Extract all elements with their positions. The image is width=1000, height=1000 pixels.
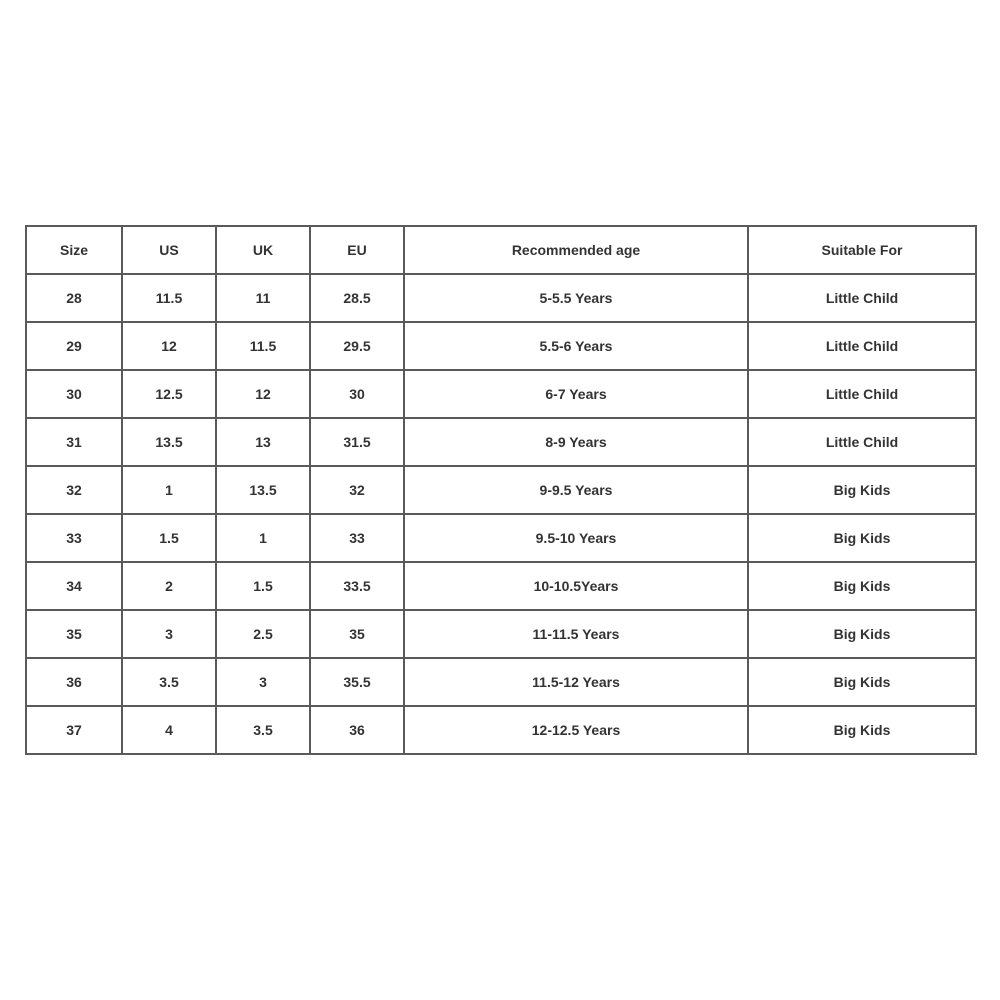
- cell-suitable-for: Big Kids: [747, 609, 977, 659]
- cell-eu: 32: [309, 465, 405, 515]
- cell-uk: 13.5: [215, 465, 311, 515]
- cell-suitable-for: Big Kids: [747, 513, 977, 563]
- cell-uk: 1: [215, 513, 311, 563]
- cell-suitable-for: Little Child: [747, 417, 977, 467]
- cell-size: 30: [25, 369, 123, 419]
- cell-size: 31: [25, 417, 123, 467]
- cell-suitable-for: Little Child: [747, 321, 977, 371]
- cell-suitable-for: Big Kids: [747, 657, 977, 707]
- cell-uk: 3: [215, 657, 311, 707]
- table-row: 29 12 11.5 29.5 5.5-6 Years Little Child: [25, 321, 977, 371]
- cell-recommended-age: 10-10.5Years: [403, 561, 749, 611]
- header-row: Size US UK EU Recommended age Suitable For: [25, 225, 977, 275]
- cell-us: 3: [121, 609, 217, 659]
- header-recommended-age: Recommended age: [403, 225, 749, 275]
- cell-recommended-age: 5.5-6 Years: [403, 321, 749, 371]
- cell-us: 2: [121, 561, 217, 611]
- cell-eu: 28.5: [309, 273, 405, 323]
- cell-us: 1.5: [121, 513, 217, 563]
- cell-suitable-for: Big Kids: [747, 465, 977, 515]
- cell-us: 12.5: [121, 369, 217, 419]
- table-row: 30 12.5 12 30 6-7 Years Little Child: [25, 369, 977, 419]
- cell-recommended-age: 11-11.5 Years: [403, 609, 749, 659]
- cell-uk: 12: [215, 369, 311, 419]
- table-row: 32 1 13.5 32 9-9.5 Years Big Kids: [25, 465, 977, 515]
- header-suitable-for: Suitable For: [747, 225, 977, 275]
- header-size: Size: [25, 225, 123, 275]
- cell-recommended-age: 9-9.5 Years: [403, 465, 749, 515]
- cell-uk: 11: [215, 273, 311, 323]
- cell-us: 11.5: [121, 273, 217, 323]
- cell-eu: 31.5: [309, 417, 405, 467]
- cell-recommended-age: 8-9 Years: [403, 417, 749, 467]
- table-row: 35 3 2.5 35 11-11.5 Years Big Kids: [25, 609, 977, 659]
- cell-suitable-for: Little Child: [747, 369, 977, 419]
- table-row: 28 11.5 11 28.5 5-5.5 Years Little Child: [25, 273, 977, 323]
- size-chart-table: Size US UK EU Recommended age Suitable For 28…: [25, 225, 977, 755]
- cell-suitable-for: Little Child: [747, 273, 977, 323]
- cell-eu: 33.5: [309, 561, 405, 611]
- header-us: US: [121, 225, 217, 275]
- cell-us: 12: [121, 321, 217, 371]
- cell-recommended-age: 12-12.5 Years: [403, 705, 749, 755]
- table-row: 31 13.5 13 31.5 8-9 Years Little Child: [25, 417, 977, 467]
- header-uk: UK: [215, 225, 311, 275]
- cell-recommended-age: 11.5-12 Years: [403, 657, 749, 707]
- cell-recommended-age: 6-7 Years: [403, 369, 749, 419]
- cell-size: 34: [25, 561, 123, 611]
- cell-size: 28: [25, 273, 123, 323]
- cell-eu: 35: [309, 609, 405, 659]
- cell-uk: 13: [215, 417, 311, 467]
- cell-us: 3.5: [121, 657, 217, 707]
- cell-recommended-age: 9.5-10 Years: [403, 513, 749, 563]
- cell-eu: 33: [309, 513, 405, 563]
- cell-size: 32: [25, 465, 123, 515]
- cell-eu: 35.5: [309, 657, 405, 707]
- cell-us: 13.5: [121, 417, 217, 467]
- table-row: 34 2 1.5 33.5 10-10.5Years Big Kids: [25, 561, 977, 611]
- cell-size: 35: [25, 609, 123, 659]
- cell-uk: 11.5: [215, 321, 311, 371]
- cell-size: 36: [25, 657, 123, 707]
- table-row: 36 3.5 3 35.5 11.5-12 Years Big Kids: [25, 657, 977, 707]
- cell-eu: 36: [309, 705, 405, 755]
- cell-uk: 3.5: [215, 705, 311, 755]
- header-eu: EU: [309, 225, 405, 275]
- cell-size: 33: [25, 513, 123, 563]
- cell-uk: 2.5: [215, 609, 311, 659]
- cell-us: 1: [121, 465, 217, 515]
- cell-eu: 30: [309, 369, 405, 419]
- cell-suitable-for: Big Kids: [747, 705, 977, 755]
- cell-size: 29: [25, 321, 123, 371]
- cell-size: 37: [25, 705, 123, 755]
- cell-uk: 1.5: [215, 561, 311, 611]
- cell-suitable-for: Big Kids: [747, 561, 977, 611]
- table-row: 37 4 3.5 36 12-12.5 Years Big Kids: [25, 705, 977, 755]
- cell-eu: 29.5: [309, 321, 405, 371]
- cell-us: 4: [121, 705, 217, 755]
- cell-recommended-age: 5-5.5 Years: [403, 273, 749, 323]
- table-row: 33 1.5 1 33 9.5-10 Years Big Kids: [25, 513, 977, 563]
